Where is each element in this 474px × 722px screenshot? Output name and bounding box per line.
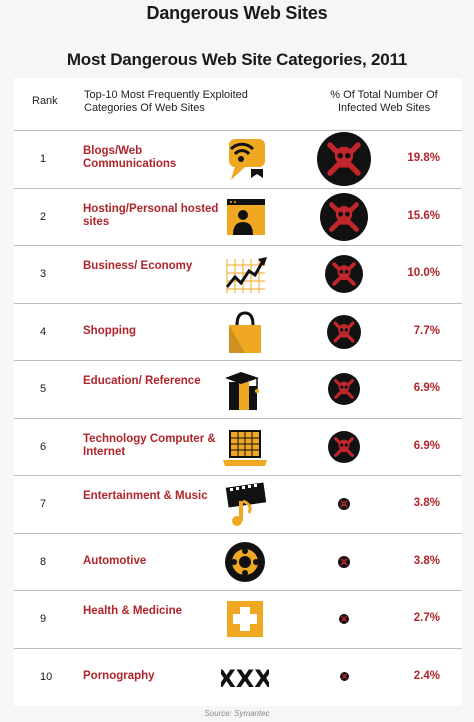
percent-value: 10.0% <box>407 267 440 279</box>
rank-value: 10 <box>40 670 53 683</box>
percent-value: 6.9% <box>413 382 440 394</box>
rank-value: 5 <box>40 383 47 395</box>
category-label: Education/ Reference <box>83 375 201 387</box>
laptop-icon <box>221 424 269 470</box>
category-label: Hosting/Personal hosted sites <box>83 202 219 228</box>
category-label: Shopping <box>83 324 137 337</box>
percent-value: 2.4% <box>413 669 440 682</box>
table-row: 4 Shopping 7.7% <box>14 302 462 360</box>
chart-title: Most Dangerous Web Site Categories, 2011 <box>66 50 408 69</box>
skull-marker <box>338 498 350 510</box>
wheel-icon <box>221 539 269 585</box>
wifi-chat-icon <box>221 136 269 182</box>
profile-page-icon <box>221 194 269 240</box>
skull-marker <box>325 255 363 293</box>
table-row: 3 Business/ Economy 10.0% <box>14 245 462 302</box>
skull-marker <box>327 314 361 349</box>
skull-marker <box>317 132 371 186</box>
percent-value: 2.7% <box>413 612 440 624</box>
skull-marker <box>328 373 360 405</box>
shopping-bag-icon <box>221 309 269 355</box>
header-percent: % Of Total Number Of Infected Web Sites <box>330 89 438 114</box>
table-row: 7 Entertainment & Music 3.8% <box>14 475 462 532</box>
table-row: 10 Pornography XXX 2.4% <box>14 647 462 705</box>
percent-value: 3.8% <box>413 554 440 567</box>
category-label: Technology Computer & Internet <box>83 432 216 458</box>
svg-text:XXX: XXX <box>221 665 269 693</box>
table-row: 1 Blogs/Web Communications 19.8% <box>14 130 462 187</box>
percent-value: 19.8% <box>407 152 440 164</box>
page-title: Dangerous Web Sites <box>146 3 328 23</box>
category-label: Pornography <box>83 669 155 682</box>
rank-value: 9 <box>40 613 47 625</box>
table-row: 6 Technology Computer & Internet 6.9% <box>14 417 462 475</box>
category-label: Business/ Economy <box>83 260 193 272</box>
percent-value: 15.6% <box>407 209 440 222</box>
rank-value: 4 <box>40 325 47 338</box>
category-label: Entertainment & Music <box>83 490 208 502</box>
rank-value: 1 <box>40 153 47 165</box>
skull-marker <box>320 192 368 241</box>
table-row: 5 Education/ Reference 6.9% <box>14 360 462 417</box>
header-rank: Rank <box>32 95 58 107</box>
category-label: Health & Medicine <box>83 605 183 617</box>
table-row: 2 Hosting/Personal hosted sites 15.6% <box>14 187 462 245</box>
percent-value: 3.8% <box>413 497 440 509</box>
chart-table: Rank Top-10 Most Frequently Exploited Ca… <box>14 78 462 706</box>
percent-value: 6.9% <box>413 439 440 452</box>
category-label: Automotive <box>83 554 147 567</box>
books-graduation-icon <box>221 366 269 412</box>
source-note: Source: Symantec <box>204 709 270 718</box>
category-label: Blogs/Web Communications <box>83 145 177 170</box>
rank-value: 3 <box>40 268 47 280</box>
skull-marker <box>339 672 349 681</box>
percent-value: 7.7% <box>413 324 440 337</box>
xxx-icon: XXX <box>221 654 269 700</box>
rank-value: 6 <box>40 440 47 453</box>
rank-value: 2 <box>40 210 47 223</box>
skull-marker <box>338 555 350 568</box>
film-music-icon <box>221 481 269 527</box>
header-category: Top-10 Most Frequently Exploited Categor… <box>84 89 248 114</box>
table-row: 8 Automotive 3.8% <box>14 532 462 590</box>
growth-chart-icon <box>221 251 269 297</box>
skull-marker <box>339 614 349 624</box>
medical-cross-icon <box>221 596 269 642</box>
skull-marker <box>328 430 360 463</box>
rank-value: 7 <box>40 498 47 510</box>
table-row: 9 Health & Medicine 2.7% <box>14 590 462 647</box>
rank-value: 8 <box>40 555 47 568</box>
